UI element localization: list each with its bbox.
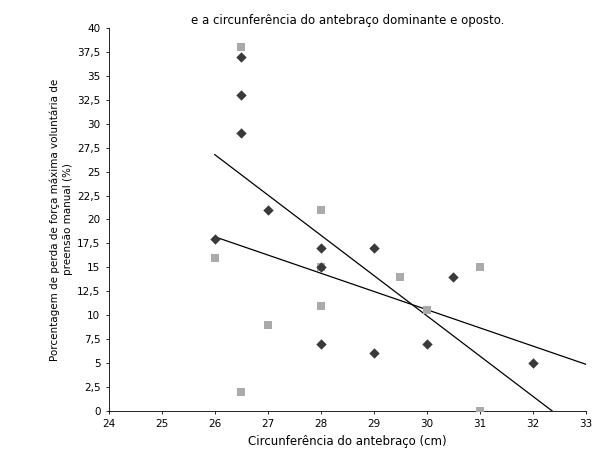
X-axis label: Circunferência do antebraço (cm): Circunferência do antebraço (cm) xyxy=(248,435,446,447)
Point xyxy=(236,130,246,137)
Point xyxy=(210,235,220,243)
Point xyxy=(528,359,538,367)
Y-axis label: Porcentagem de perda de força máxima voluntária de
preensão manual (%): Porcentagem de perda de força máxima vol… xyxy=(50,78,73,361)
Point xyxy=(236,44,246,51)
Title: e a circunferência do antebraço dominante e oposto.: e a circunferência do antebraço dominant… xyxy=(191,14,504,27)
Point xyxy=(369,349,379,357)
Point xyxy=(236,53,246,61)
Point xyxy=(396,273,405,280)
Point xyxy=(236,388,246,396)
Point xyxy=(210,254,220,261)
Point xyxy=(316,340,326,347)
Point xyxy=(422,306,432,314)
Point xyxy=(369,244,379,252)
Point xyxy=(316,302,326,309)
Point xyxy=(316,244,326,252)
Point xyxy=(449,273,458,280)
Point xyxy=(316,263,326,271)
Point xyxy=(316,206,326,214)
Point xyxy=(263,321,272,329)
Point xyxy=(475,407,484,414)
Point xyxy=(236,92,246,99)
Point xyxy=(316,263,326,271)
Point xyxy=(475,263,484,271)
Point xyxy=(263,206,272,214)
Point xyxy=(422,340,432,347)
